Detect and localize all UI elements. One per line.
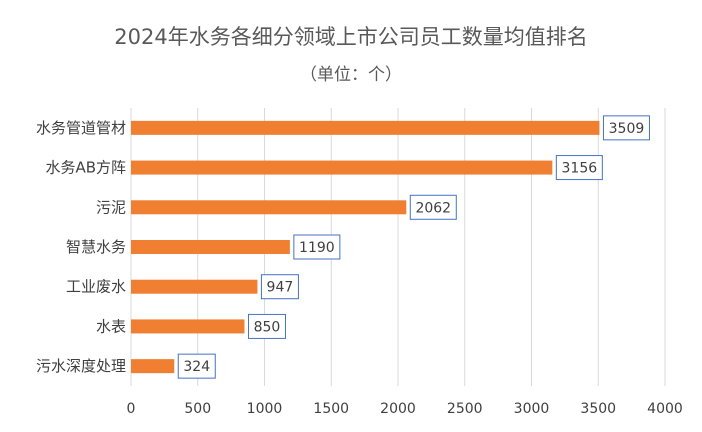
chart-subtitle: （单位：个） <box>300 65 402 85</box>
bar <box>131 319 245 334</box>
data-label-box <box>247 313 286 339</box>
data-label-box <box>260 274 299 300</box>
data-label: 3509 <box>609 121 645 137</box>
chart-title: 2024年水务各细分领域上市公司员工数量均值排名 <box>114 25 587 49</box>
gridlines <box>130 108 666 386</box>
x-tick-label: 3500 <box>580 401 616 417</box>
x-tick-label: 2000 <box>380 401 416 417</box>
category-label: 污水深度处理 <box>36 357 126 375</box>
x-tick-label: 1000 <box>247 401 283 417</box>
x-tick-label: 3000 <box>514 401 550 417</box>
x-tick-label: 2500 <box>447 401 483 417</box>
bar <box>131 200 407 215</box>
category-label: 智慧水务 <box>66 238 126 256</box>
bars: 水务管道管材 3509 水务AB方阵 3156 污泥 2062 智慧水务 1190 工业废水 94… <box>36 115 650 379</box>
data-label-box <box>293 234 341 260</box>
data-label: 850 <box>254 319 281 335</box>
x-tick-label: 500 <box>184 401 211 417</box>
category-label: 污泥 <box>96 198 126 216</box>
category-label: 工业废水 <box>66 278 126 296</box>
data-label: 3156 <box>562 161 598 177</box>
data-label: 2062 <box>415 200 451 216</box>
bar <box>131 160 553 175</box>
data-label: 1190 <box>299 240 335 256</box>
data-label-box <box>177 353 216 379</box>
data-label-box <box>555 155 603 181</box>
category-label: 水务AB方阵 <box>45 159 126 177</box>
data-label-box <box>602 115 650 141</box>
x-tick-label: 4000 <box>647 401 683 417</box>
x-tick-label: 0 <box>127 401 136 417</box>
bar <box>131 240 290 254</box>
x-axis-ticks: 0 500 1000 1500 2000 2500 3000 3500 4000 <box>127 401 683 417</box>
category-label: 水表 <box>96 317 126 335</box>
data-label-box <box>409 194 457 220</box>
category-label: 水务管道管材 <box>36 119 126 137</box>
bar <box>131 359 175 374</box>
data-label: 324 <box>183 359 210 375</box>
bar <box>131 120 600 135</box>
data-label: 947 <box>267 280 294 296</box>
bar <box>131 279 258 294</box>
x-tick-label: 1500 <box>313 401 349 417</box>
